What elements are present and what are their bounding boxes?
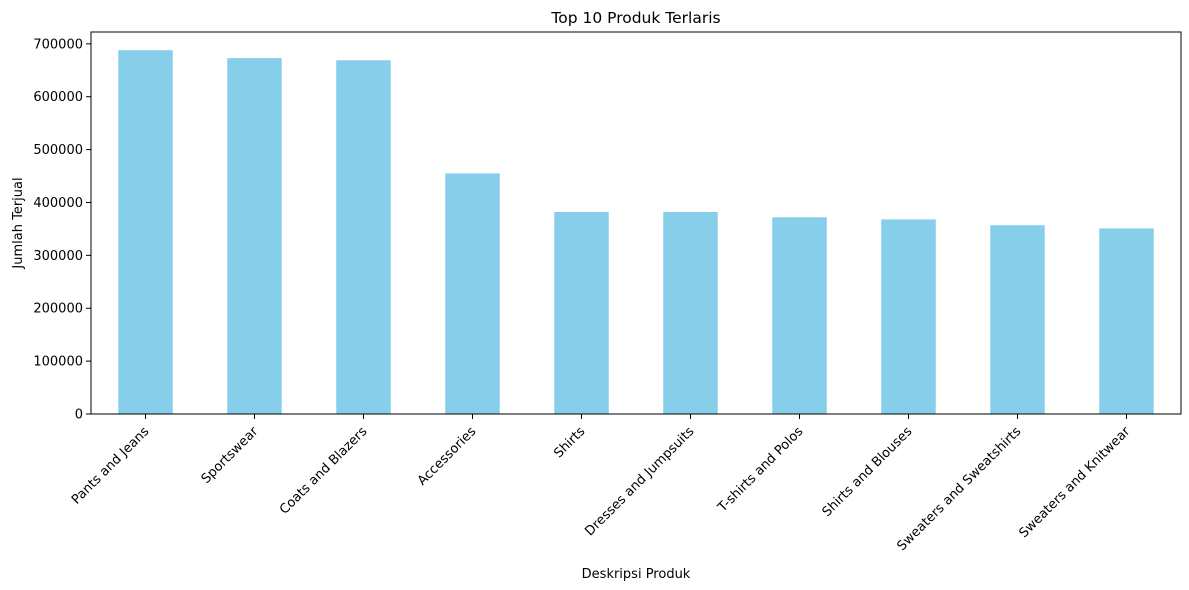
x-tick-label: Pants and Jeans <box>69 424 153 508</box>
y-tick-label: 100000 <box>33 355 83 370</box>
bar-5 <box>663 212 718 414</box>
x-tick-label: Shirts and Blouses <box>820 424 916 520</box>
bar-8 <box>990 225 1045 414</box>
x-tick-label: T-shirts and Polos <box>715 424 807 516</box>
y-tick-label: 700000 <box>33 37 83 52</box>
y-tick-label: 0 <box>75 408 83 423</box>
x-tick-label: Dresses and Jumpsuits <box>582 424 697 539</box>
bar-1 <box>227 58 282 414</box>
x-axis-label: Deskripsi Produk <box>582 567 691 582</box>
bar-3 <box>445 173 500 414</box>
x-tick-label: Accessories <box>415 424 480 489</box>
bar-9 <box>1099 228 1154 414</box>
y-ticks: 0 100000 200000 300000 400000 500000 600000 700… <box>33 37 91 423</box>
x-tick-label: Sportswear <box>199 424 262 487</box>
y-tick-label: 600000 <box>33 90 83 105</box>
bar-7 <box>881 219 936 414</box>
axes-layer <box>90 31 1182 415</box>
plot-frame <box>90 31 1182 415</box>
chart-title: Top 10 Produk Terlaris <box>550 9 720 27</box>
bar-0 <box>118 50 173 414</box>
y-tick-label: 400000 <box>33 196 83 211</box>
x-ticks: Pants and Jeans Sportswear Coats and Blaze… <box>69 414 1134 554</box>
y-tick-label: 500000 <box>33 143 83 158</box>
bar-2 <box>336 60 391 414</box>
y-axis-label: Jumlah Terjual <box>11 177 26 269</box>
bars-layer <box>118 50 1154 414</box>
x-tick-label: Shirts <box>551 424 588 461</box>
y-tick-label: 200000 <box>33 302 83 317</box>
x-tick-label: Coats and Blazers <box>277 424 371 518</box>
y-tick-label: 300000 <box>33 249 83 264</box>
bar-4 <box>554 212 609 414</box>
x-tick-label: Sweaters and Sweatshirts <box>895 424 1025 554</box>
x-tick-label: Sweaters and Knitwear <box>1017 424 1134 541</box>
bar-6 <box>772 217 827 414</box>
